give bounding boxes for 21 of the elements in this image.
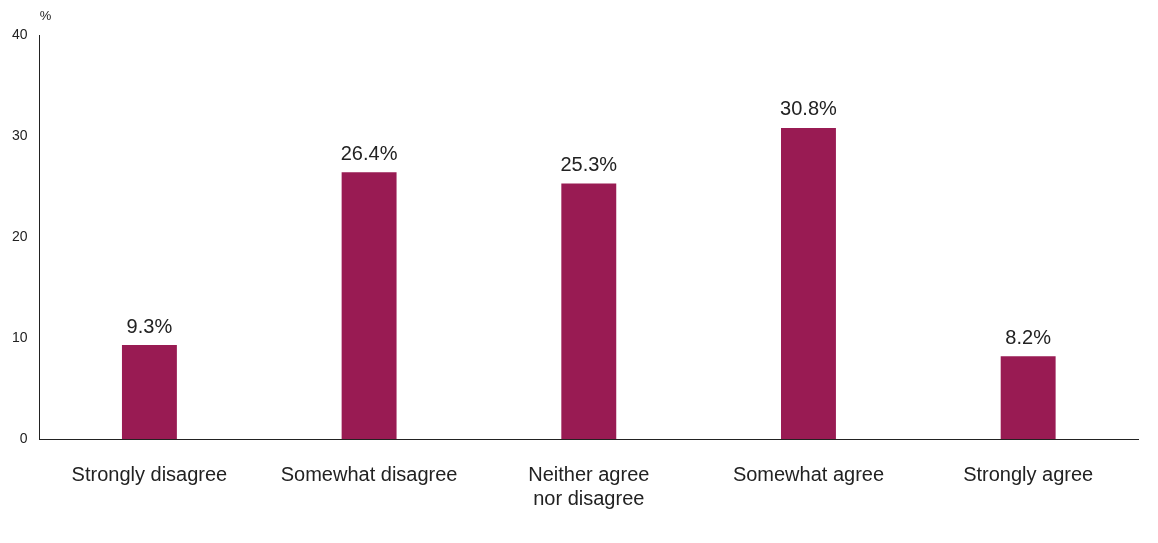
data-label: 26.4% <box>340 141 398 164</box>
x-tick-label: Strongly agree <box>963 462 1094 485</box>
y-tick-label: 10 <box>11 328 28 345</box>
y-tick-label: 40 <box>11 25 28 42</box>
y-tick-label: 30 <box>11 126 28 143</box>
bar <box>781 127 836 439</box>
bar <box>341 172 397 439</box>
x-tick-label: Strongly disagree <box>71 462 228 485</box>
x-tick-label: Somewhat disagree <box>280 462 458 485</box>
data-label: 9.3% <box>126 314 173 337</box>
y-tick-label: 0 <box>19 429 28 446</box>
bar <box>121 345 177 439</box>
x-tick-label: Somewhat agree <box>732 462 885 485</box>
data-label: 8.2% <box>1005 325 1052 348</box>
x-tick-label: Neither agree nor disagree <box>528 462 650 509</box>
y-tick-label: 20 <box>11 227 28 244</box>
bar <box>561 183 617 439</box>
data-label: 30.8% <box>780 97 838 120</box>
data-label: 25.3% <box>560 152 618 175</box>
bar <box>1000 356 1056 439</box>
y-axis-title: % <box>39 8 52 24</box>
